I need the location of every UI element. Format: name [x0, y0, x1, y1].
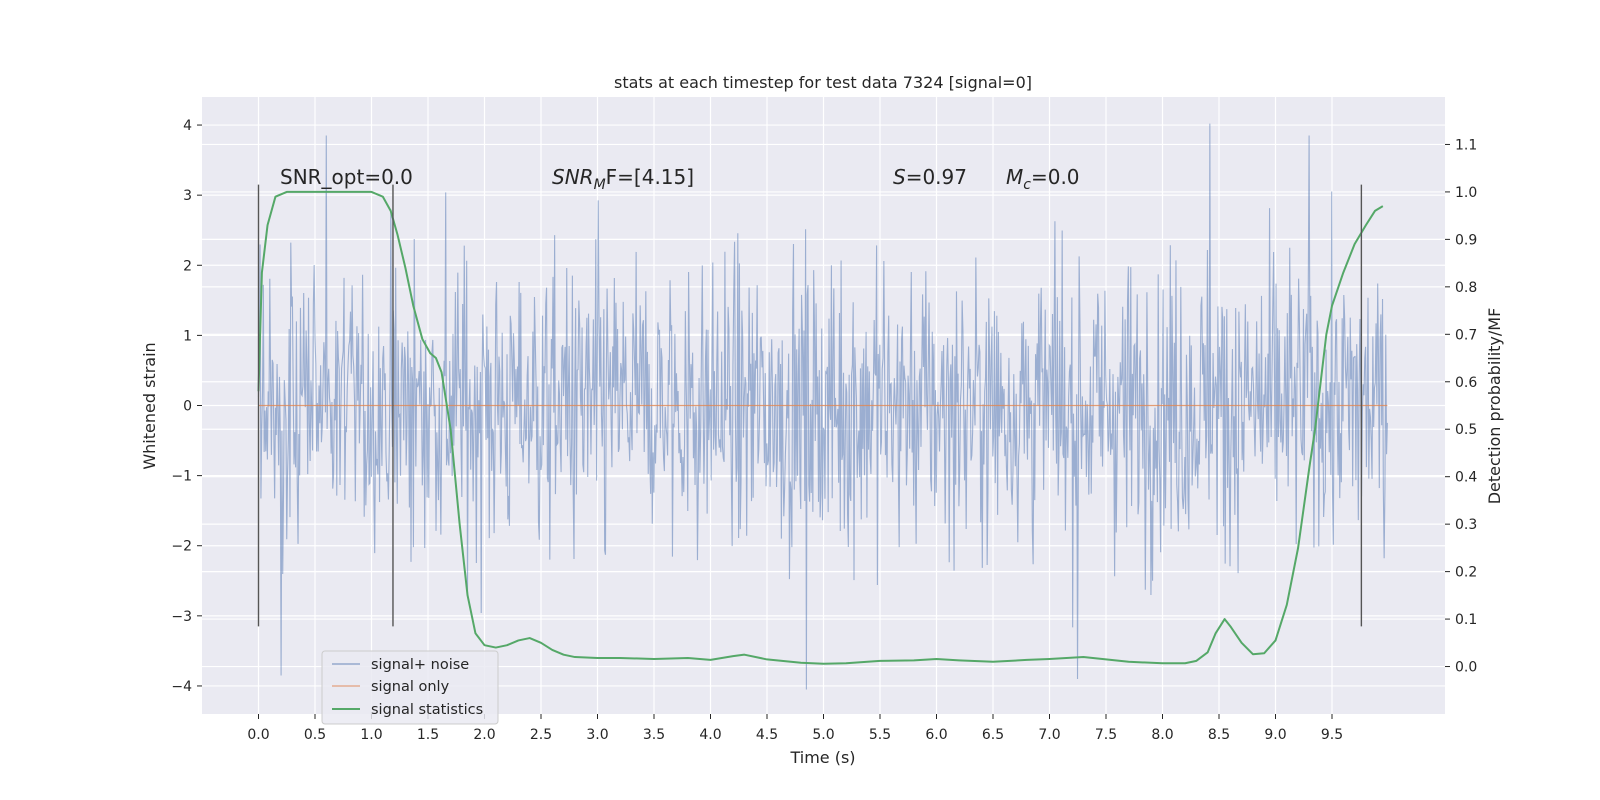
x-tick-label: 1.5 [417, 727, 439, 743]
x-tick-label: 4.5 [756, 727, 778, 743]
signal-noise-series [257, 123, 1388, 690]
legend-label-signal-statistics: signal statistics [371, 702, 483, 718]
x-tick-label: 0.0 [247, 727, 269, 743]
y2-tick-label: 0.4 [1455, 470, 1477, 486]
legend-label-signal-only: signal only [371, 679, 450, 695]
annotation-mc-symbol: M [1006, 165, 1023, 189]
y2-axis-label: Detection probability/MF [1485, 308, 1504, 505]
y-tick-label: 3 [183, 188, 192, 204]
annotation-mc: Mc=0.0 [1006, 165, 1080, 193]
annotation-snr-mf-prefix: SNR [552, 165, 594, 189]
y-axis-ticks: −4 −3 −2 −1 0 1 2 3 4 [171, 118, 202, 695]
x-tick-label: 2.5 [530, 727, 552, 743]
x-tick-label: 0.5 [304, 727, 326, 743]
x-tick-label: 8.0 [1151, 727, 1173, 743]
y2-tick-label: 0.9 [1455, 232, 1477, 248]
x-tick-label: 8.5 [1208, 727, 1230, 743]
annotation-snr-mf-sub: M [594, 177, 606, 193]
signal-noise-line [257, 123, 1388, 690]
annotations: SNR_opt=0.0 SNRMF=[4.15] S=0.97 Mc=0.0 [280, 165, 1080, 193]
x-tick-label: 6.0 [925, 727, 947, 743]
annotation-mc-value: =0.0 [1031, 165, 1080, 189]
x-tick-label: 9.5 [1321, 727, 1343, 743]
x-tick-label: 3.0 [586, 727, 608, 743]
annotation-snr-mf: SNRMF=[4.15] [552, 165, 694, 193]
y-tick-label: 0 [183, 399, 192, 415]
signal-statistics-line [257, 190, 1384, 665]
y-tick-label: 1 [183, 328, 192, 344]
y2-tick-label: 0.2 [1455, 565, 1477, 581]
x-tick-label: 5.5 [869, 727, 891, 743]
x-tick-label: 3.5 [643, 727, 665, 743]
y2-tick-label: 1.1 [1455, 137, 1477, 153]
chart-title: stats at each timestep for test data 732… [614, 73, 1032, 92]
x-tick-label: 4.0 [699, 727, 721, 743]
x-axis-ticks: 0.0 0.5 1.0 1.5 2.0 2.5 3.0 3.5 4.0 4.5 5.0 5.5 6.0 6… [247, 714, 1343, 743]
y2-tick-label: 0.3 [1455, 517, 1477, 533]
y2-tick-label: 1.0 [1455, 185, 1477, 201]
y2-axis-ticks: 0.0 0.1 0.2 0.3 0.4 0.5 0.6 0.7 0.8 0.9 1.0 1.1 [1445, 137, 1477, 676]
legend-box [321, 650, 499, 725]
x-tick-label: 2.0 [473, 727, 495, 743]
y-tick-label: −4 [171, 679, 192, 695]
x-tick-label: 5.0 [812, 727, 834, 743]
x-tick-label: 9.0 [1264, 727, 1286, 743]
annotation-s-value: =0.97 [906, 165, 967, 189]
vertical-marker-lines [257, 184, 1363, 627]
x-tick-label: 7.5 [1095, 727, 1117, 743]
legend: signal+ noise signal only signal statist… [321, 650, 499, 725]
y2-tick-label: 0.6 [1455, 375, 1477, 391]
annotation-snr-opt: SNR_opt=0.0 [280, 165, 413, 189]
annotation-snr-mf-suffix: F=[4.15] [606, 165, 694, 189]
y-tick-label: 4 [183, 118, 192, 134]
x-tick-label: 7.0 [1038, 727, 1060, 743]
signal-statistics-series [257, 190, 1384, 665]
x-tick-label: 1.0 [360, 727, 382, 743]
annotation-s-symbol: S [893, 165, 906, 189]
legend-label-signal-noise: signal+ noise [371, 657, 469, 673]
x-tick-label: 6.5 [982, 727, 1004, 743]
y-tick-label: −2 [171, 539, 192, 555]
y2-tick-label: 0.7 [1455, 327, 1477, 343]
y-tick-label: 2 [183, 258, 192, 274]
y-axis-label: Whitened strain [140, 342, 159, 469]
y-tick-label: −3 [171, 609, 192, 625]
y2-tick-label: 0.5 [1455, 422, 1477, 438]
annotation-mc-sub: c [1023, 177, 1031, 193]
annotation-s: S=0.97 [893, 165, 967, 189]
y2-tick-label: 0.1 [1455, 612, 1477, 628]
y-tick-label: −1 [171, 469, 192, 485]
x-axis-label: Time (s) [789, 748, 855, 767]
y2-tick-label: 0.8 [1455, 280, 1477, 296]
y2-tick-label: 0.0 [1455, 660, 1477, 676]
